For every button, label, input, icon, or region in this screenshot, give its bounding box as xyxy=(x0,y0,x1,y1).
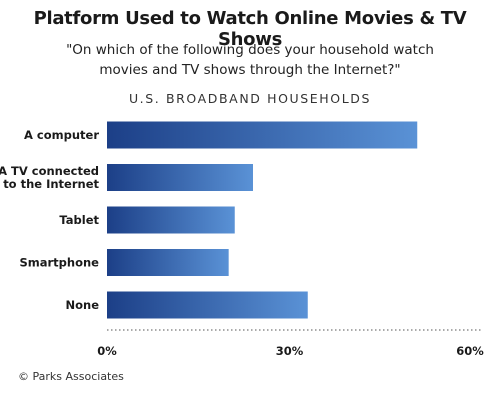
category-label: A computer xyxy=(24,128,99,142)
chart-subtitle: "On which of the following does your hou… xyxy=(66,42,434,78)
x-tick-label: 60% xyxy=(456,344,484,358)
category-labels: A computer A TV connected to the Internet T… xyxy=(0,128,100,312)
category-label: A TV connected to the Internet xyxy=(0,164,99,191)
x-tick-labels: 0% 30% 60% xyxy=(97,344,484,358)
bar-tablet xyxy=(107,206,235,234)
category-label: Smartphone xyxy=(19,256,99,270)
bar-smartphone xyxy=(107,249,229,276)
chart-title: Platform Used to Watch Online Movies & T… xyxy=(33,8,467,50)
x-tick-label: 30% xyxy=(276,344,304,358)
bar-none xyxy=(107,291,308,319)
category-label: None xyxy=(65,298,99,312)
category-label: Tablet xyxy=(59,213,99,227)
x-tick-label: 0% xyxy=(97,344,117,358)
chart-group-label: U.S. BROADBAND HOUSEHOLDS xyxy=(128,91,372,106)
bars-group xyxy=(107,121,418,319)
bar-a-computer xyxy=(107,121,418,149)
source-credit: © Parks Associates xyxy=(18,370,124,383)
bar-a-tv-connected-to-the-internet xyxy=(107,164,253,191)
